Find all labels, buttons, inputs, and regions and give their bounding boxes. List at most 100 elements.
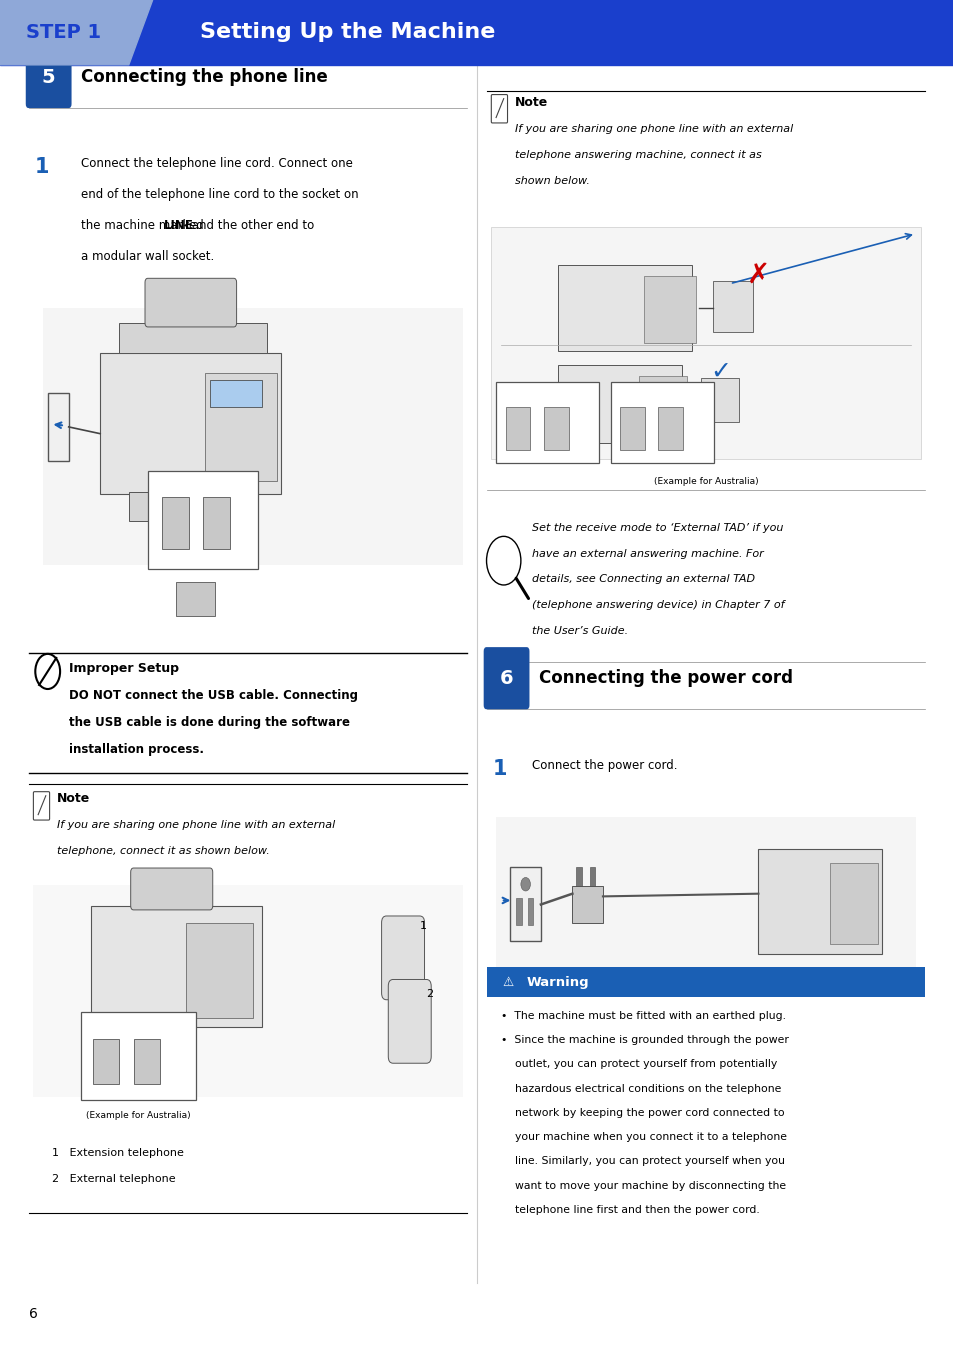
Bar bbox=[700, 378, 739, 422]
Text: LINE: LINE bbox=[199, 490, 214, 496]
Bar bbox=[619, 407, 644, 450]
Text: 2   External telephone: 2 External telephone bbox=[52, 1174, 176, 1183]
FancyBboxPatch shape bbox=[388, 979, 431, 1063]
Text: telephone, connect it as shown below.: telephone, connect it as shown below. bbox=[57, 846, 270, 855]
Bar bbox=[558, 365, 681, 443]
Text: Warning: Warning bbox=[526, 975, 589, 989]
Bar bbox=[758, 848, 882, 954]
FancyBboxPatch shape bbox=[131, 869, 213, 911]
Bar bbox=[829, 863, 877, 943]
Text: If you are sharing one phone line with an external: If you are sharing one phone line with a… bbox=[515, 124, 793, 134]
Text: LINE: LINE bbox=[538, 396, 554, 401]
Bar bbox=[610, 382, 713, 463]
Text: 2: 2 bbox=[426, 989, 433, 998]
Bar bbox=[48, 393, 69, 461]
Text: shown below.: shown below. bbox=[515, 176, 589, 185]
Bar bbox=[496, 817, 915, 984]
Bar bbox=[712, 281, 752, 332]
Text: If you are sharing one phone line with an external: If you are sharing one phone line with a… bbox=[57, 820, 335, 830]
Bar bbox=[558, 265, 691, 351]
Bar bbox=[133, 1039, 160, 1084]
Bar bbox=[205, 373, 276, 481]
Text: line. Similarly, you can protect yourself when you: line. Similarly, you can protect yoursel… bbox=[500, 1156, 784, 1166]
FancyBboxPatch shape bbox=[33, 792, 50, 820]
Text: LINE: LINE bbox=[653, 396, 668, 401]
Text: •  The machine must be fitted with an earthed plug.: • The machine must be fitted with an ear… bbox=[500, 1011, 785, 1020]
Bar bbox=[176, 582, 214, 616]
Text: ✓: ✓ bbox=[709, 359, 730, 384]
Text: LINE: LINE bbox=[130, 1029, 145, 1035]
Text: (Example for Australia): (Example for Australia) bbox=[86, 1111, 191, 1120]
Text: EXT: EXT bbox=[90, 1029, 103, 1035]
Circle shape bbox=[520, 878, 530, 892]
Text: EXT: EXT bbox=[501, 396, 515, 401]
Text: •  Since the machine is grounded through the power: • Since the machine is grounded through … bbox=[500, 1035, 788, 1044]
Bar bbox=[210, 380, 262, 407]
Text: installation process.: installation process. bbox=[69, 743, 204, 757]
Bar bbox=[92, 1039, 119, 1084]
Polygon shape bbox=[0, 0, 152, 65]
Text: STEP 1: STEP 1 bbox=[27, 23, 101, 42]
Text: a modular wall socket.: a modular wall socket. bbox=[81, 250, 214, 263]
Bar bbox=[491, 227, 920, 459]
Bar bbox=[119, 323, 267, 353]
Bar bbox=[91, 905, 262, 1027]
Text: 1: 1 bbox=[492, 759, 506, 780]
Bar bbox=[186, 924, 253, 1019]
Text: Connect the power cord.: Connect the power cord. bbox=[532, 759, 678, 773]
Bar bbox=[81, 1012, 195, 1100]
Bar bbox=[100, 353, 281, 494]
FancyBboxPatch shape bbox=[26, 46, 71, 108]
Text: the USB cable is done during the software: the USB cable is done during the softwar… bbox=[69, 716, 350, 730]
Text: ✗: ✗ bbox=[746, 261, 769, 288]
Text: Note: Note bbox=[57, 792, 91, 805]
Text: LINE: LINE bbox=[163, 219, 193, 232]
Bar bbox=[643, 276, 696, 343]
Text: end of the telephone line cord to the socket on: end of the telephone line cord to the so… bbox=[81, 188, 358, 201]
FancyBboxPatch shape bbox=[483, 647, 529, 709]
Text: 1: 1 bbox=[419, 921, 426, 931]
Bar bbox=[148, 471, 257, 569]
Bar bbox=[527, 897, 533, 924]
Text: Setting Up the Machine: Setting Up the Machine bbox=[200, 23, 496, 42]
Bar bbox=[162, 497, 189, 549]
Text: telephone answering machine, connect it as: telephone answering machine, connect it … bbox=[515, 150, 761, 159]
FancyBboxPatch shape bbox=[491, 95, 507, 123]
Text: 6: 6 bbox=[499, 669, 513, 688]
Text: Improper Setup: Improper Setup bbox=[69, 662, 178, 676]
Text: network by keeping the power cord connected to: network by keeping the power cord connec… bbox=[500, 1108, 783, 1117]
Text: hazardous electrical conditions on the telephone: hazardous electrical conditions on the t… bbox=[500, 1084, 781, 1093]
Bar bbox=[510, 867, 540, 940]
Bar bbox=[486, 967, 924, 997]
Text: 6: 6 bbox=[29, 1308, 37, 1321]
Text: telephone line first and then the power cord.: telephone line first and then the power … bbox=[500, 1205, 759, 1215]
Text: Connecting the power cord: Connecting the power cord bbox=[538, 669, 792, 688]
Text: your machine when you connect it to a telephone: your machine when you connect it to a te… bbox=[500, 1132, 786, 1142]
Text: have an external answering machine. For: have an external answering machine. For bbox=[532, 549, 763, 558]
Text: 1: 1 bbox=[34, 157, 49, 177]
Text: EXT: EXT bbox=[159, 490, 172, 496]
Text: and the other end to: and the other end to bbox=[188, 219, 314, 232]
Circle shape bbox=[486, 536, 520, 585]
Bar bbox=[43, 308, 462, 565]
Text: EXT: EXT bbox=[616, 396, 629, 401]
Bar bbox=[516, 897, 521, 924]
Text: outlet, you can protect yourself from potentially: outlet, you can protect yourself from po… bbox=[500, 1059, 777, 1069]
Bar bbox=[0, 0, 953, 65]
Text: 1   Extension telephone: 1 Extension telephone bbox=[52, 1148, 184, 1158]
Circle shape bbox=[35, 654, 60, 689]
Text: Connect the telephone line cord. Connect one: Connect the telephone line cord. Connect… bbox=[81, 157, 353, 170]
Bar bbox=[576, 867, 581, 886]
Bar bbox=[639, 376, 686, 435]
Bar bbox=[572, 886, 602, 924]
FancyBboxPatch shape bbox=[145, 278, 236, 327]
Text: (telephone answering device) in Chapter 7 of: (telephone answering device) in Chapter … bbox=[532, 600, 784, 609]
Bar bbox=[658, 407, 682, 450]
Bar bbox=[589, 867, 595, 886]
Bar bbox=[543, 407, 568, 450]
Text: want to move your machine by disconnecting the: want to move your machine by disconnecti… bbox=[500, 1181, 785, 1190]
Text: Set the receive mode to ‘External TAD’ if you: Set the receive mode to ‘External TAD’ i… bbox=[532, 523, 782, 532]
Text: DO NOT connect the USB cable. Connecting: DO NOT connect the USB cable. Connecting bbox=[69, 689, 357, 703]
Bar bbox=[505, 407, 530, 450]
Text: Note: Note bbox=[515, 96, 548, 109]
